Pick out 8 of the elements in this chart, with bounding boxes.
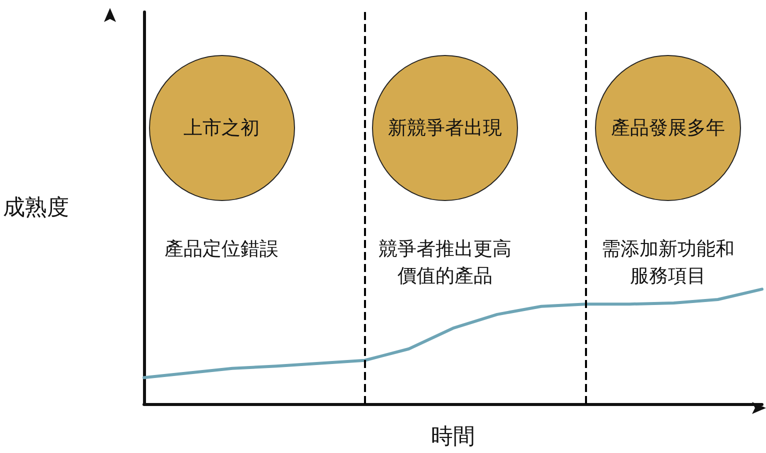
circle-badge: 上市之初 [148,55,295,201]
text: 競爭者推出更高價值的產品 [377,237,512,289]
text: 產品定位錯誤 [164,237,280,262]
circle-badge: 新競爭者出現 [372,55,518,201]
circle-badge: 產品發展多年 [595,55,742,201]
y-axis-title: 成熟度 [3,196,69,220]
x-axis-title: 時間 [431,424,475,450]
text: 需添加新功能和服務項目 [600,237,736,289]
